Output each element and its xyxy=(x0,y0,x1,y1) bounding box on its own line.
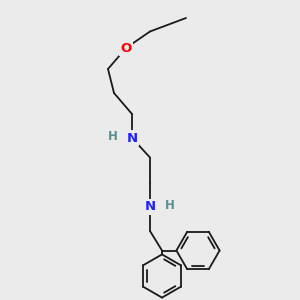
Text: N: N xyxy=(144,200,156,214)
Text: N: N xyxy=(126,131,138,145)
Text: O: O xyxy=(120,41,132,55)
Text: H: H xyxy=(108,130,117,143)
Text: H: H xyxy=(165,199,174,212)
